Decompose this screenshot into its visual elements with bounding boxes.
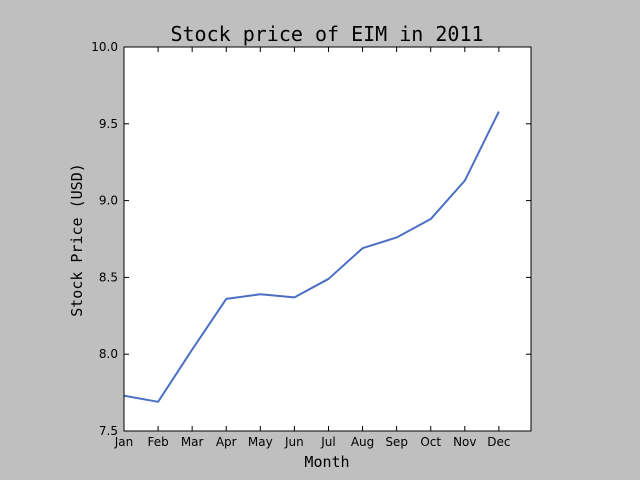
y-tick-label: 9.5 [99, 117, 118, 131]
plot-area [124, 47, 531, 431]
x-tick-label: Feb [147, 435, 168, 449]
x-tick-label: Mar [181, 435, 204, 449]
x-tick-label: Jul [320, 435, 335, 449]
x-tick-label: May [248, 435, 273, 449]
y-tick-label: 8.0 [99, 347, 118, 361]
x-tick-label: Nov [453, 435, 476, 449]
x-axis-ticks: Jan Feb Mar Apr May Jun Jul Aug Sep Oct Nov Dec [114, 47, 510, 449]
x-tick-label: Sep [385, 435, 408, 449]
chart-title: Stock price of EIM in 2011 [170, 22, 483, 46]
series-line [123, 111, 500, 403]
y-tick-label: 7.5 [99, 424, 118, 438]
y-tick-label: 9.0 [99, 194, 118, 208]
x-tick-label: Jun [284, 435, 304, 449]
x-tick-label: Aug [351, 435, 374, 449]
x-axis-label: Month [304, 453, 349, 471]
x-tick-label: Apr [216, 435, 237, 449]
y-axis-ticks: 7.5 8.0 8.5 9.0 9.5 10.0 [91, 40, 531, 438]
y-axis-label: Stock Price (USD) [68, 163, 86, 317]
x-tick-label: Oct [420, 435, 441, 449]
x-tick-label: Dec [487, 435, 510, 449]
y-tick-label: 8.5 [99, 270, 118, 284]
chart-marks [123, 111, 500, 403]
x-tick-label: Jan [114, 435, 134, 449]
y-tick-label: 10.0 [91, 40, 118, 54]
plot-frame [123, 46, 532, 432]
